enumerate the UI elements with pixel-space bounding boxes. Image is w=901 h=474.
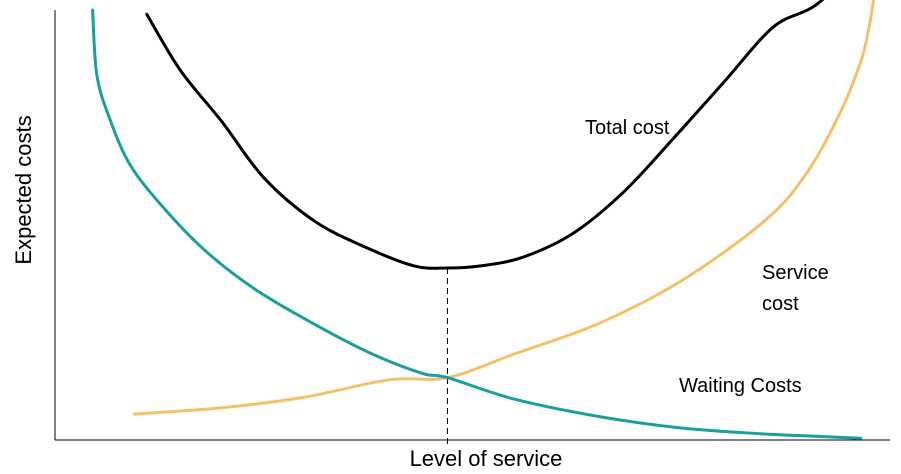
total-cost-label: Total cost bbox=[585, 117, 670, 139]
axes bbox=[54, 10, 890, 441]
waiting-costs-label: Waiting Costs bbox=[679, 375, 802, 397]
series-labels: Total cost Service cost Waiting Costs bbox=[585, 117, 829, 397]
y-axis-label: Expected costs bbox=[11, 115, 36, 264]
service-cost-label: Service cost bbox=[762, 262, 829, 315]
service-cost-line bbox=[132, 0, 875, 416]
series-layer bbox=[91, 0, 875, 440]
waiting-costs-line bbox=[91, 8, 863, 440]
x-axis-label: Level of service bbox=[410, 446, 563, 471]
total-cost-line bbox=[145, 0, 825, 270]
